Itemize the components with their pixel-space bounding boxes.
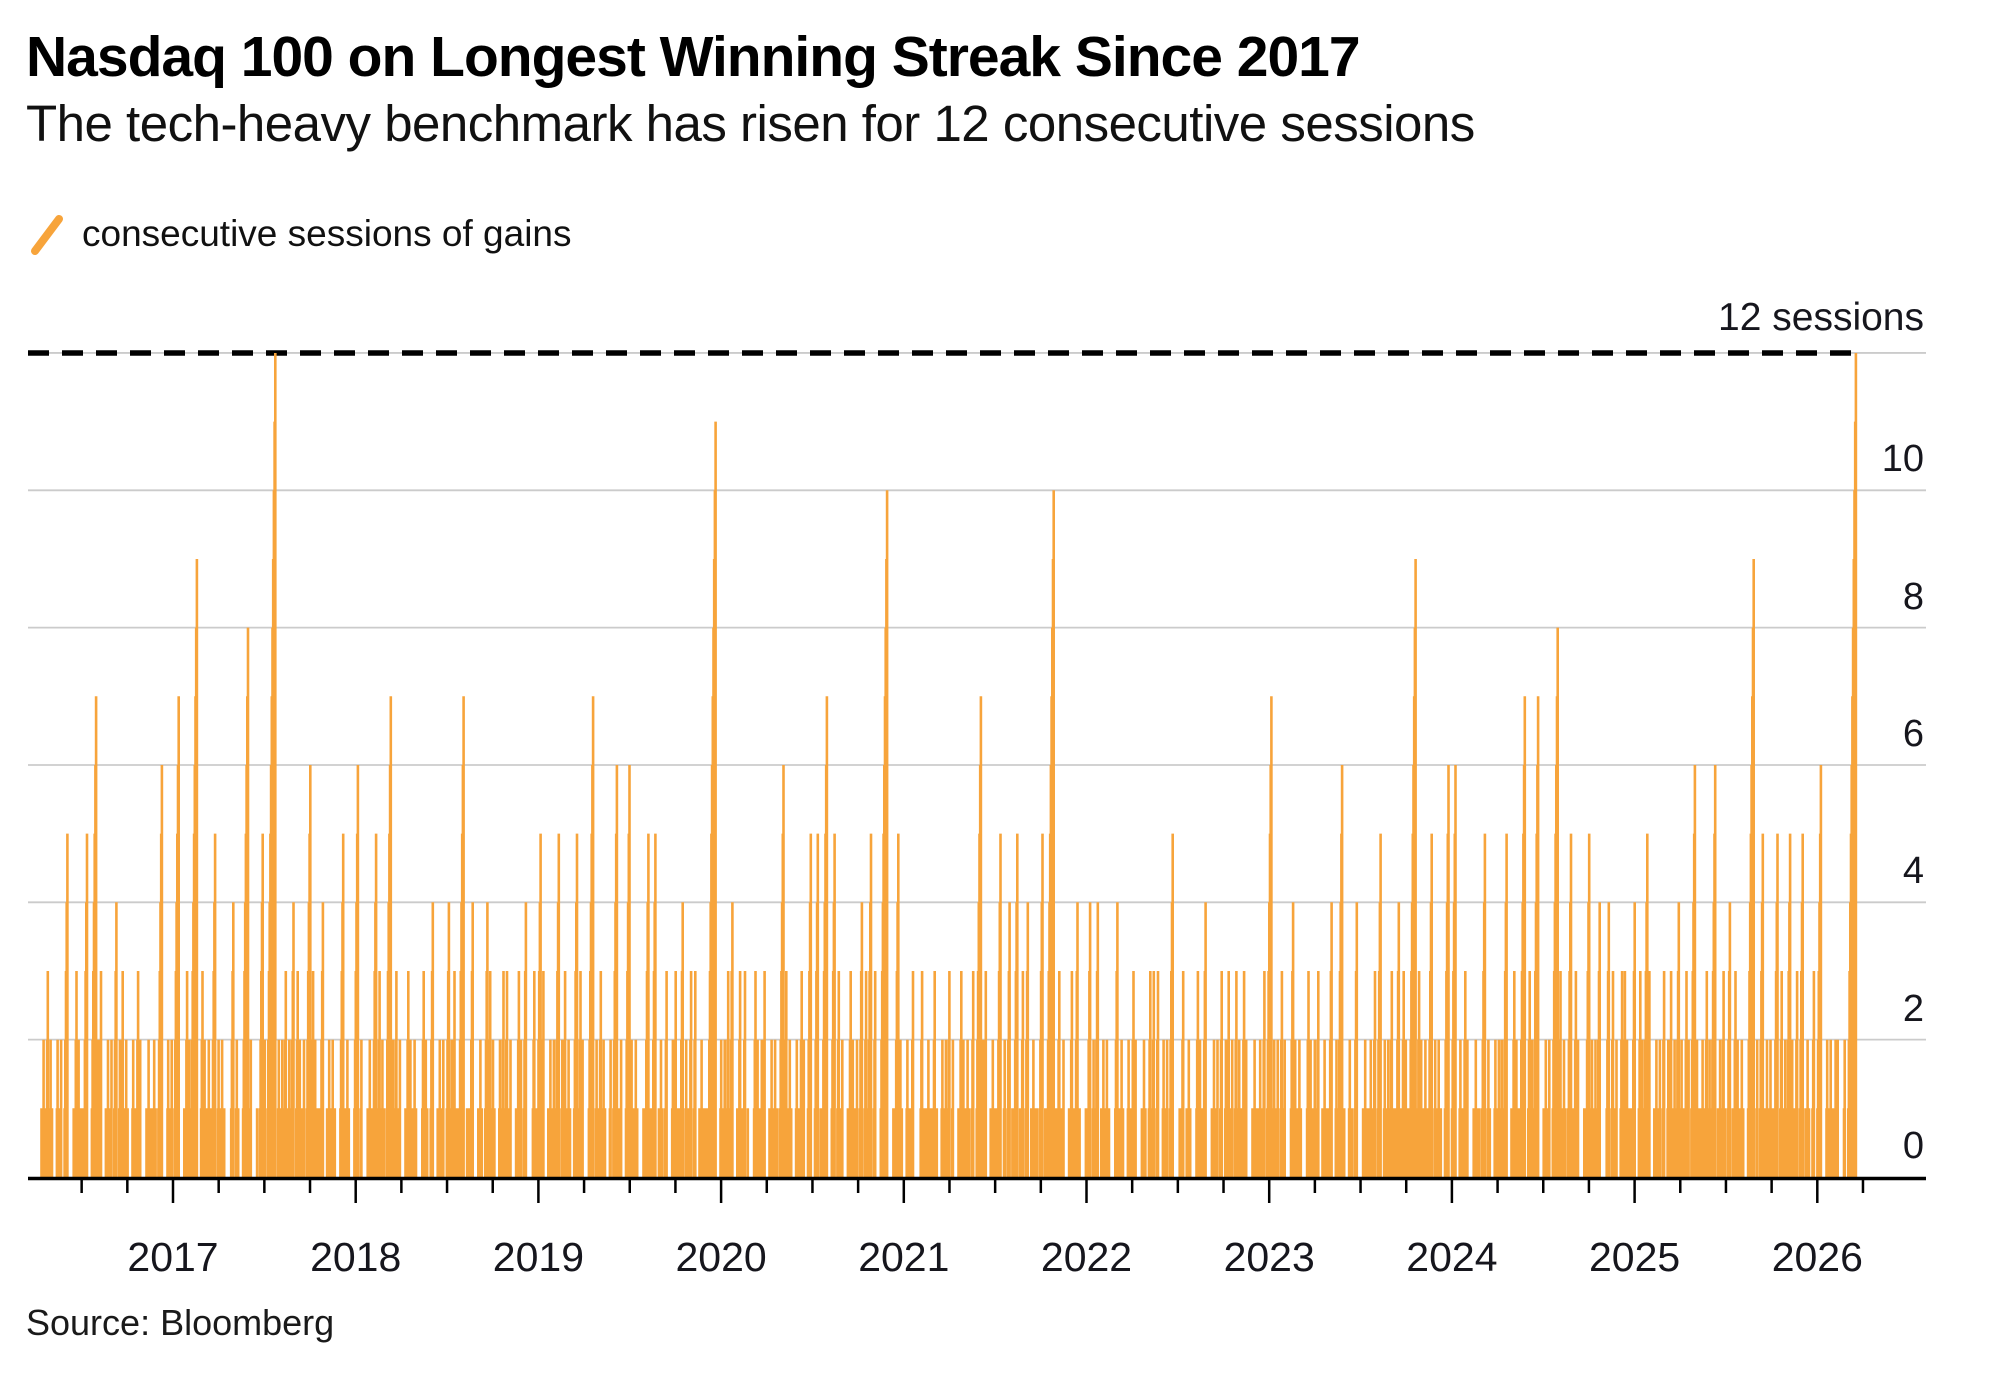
legend-slash-icon [31,215,63,255]
x-tick-label-2023: 2023 [1223,1234,1315,1280]
source-label: Source: Bloomberg [26,1302,335,1343]
x-tick-label-2024: 2024 [1406,1234,1498,1280]
threshold-annotation: 12 sessions [1718,296,1924,339]
x-tick-label-2017: 2017 [127,1234,219,1280]
y-tick-label-0: 0 [1902,1125,1924,1167]
x-tick-label-2025: 2025 [1588,1234,1681,1280]
x-tick-label-2021: 2021 [858,1234,950,1280]
y-tick-label-10: 10 [1881,438,1924,481]
x-tick-label-2018: 2018 [310,1234,402,1280]
bars-path [40,353,1858,1177]
page-title: Nasdaq 100 on Longest Winning Streak Sin… [26,25,1361,89]
chart-subtitle: The tech-heavy benchmark has risen for 1… [26,95,1475,152]
y-tick-label-4: 4 [1902,850,1924,893]
x-tick-label-2022: 2022 [1040,1234,1133,1280]
x-tick-label-2020: 2020 [675,1234,767,1280]
x-tick-label-2026: 2026 [1771,1234,1863,1280]
y-tick-label-8: 8 [1902,575,1924,618]
legend: consecutive sessions of gains [28,210,572,258]
legend-label: consecutive sessions of gains [82,213,572,254]
x-tick-label-2019: 2019 [492,1234,584,1280]
y-tick-label-2: 2 [1902,987,1924,1030]
y-tick-label-6: 6 [1902,712,1924,755]
